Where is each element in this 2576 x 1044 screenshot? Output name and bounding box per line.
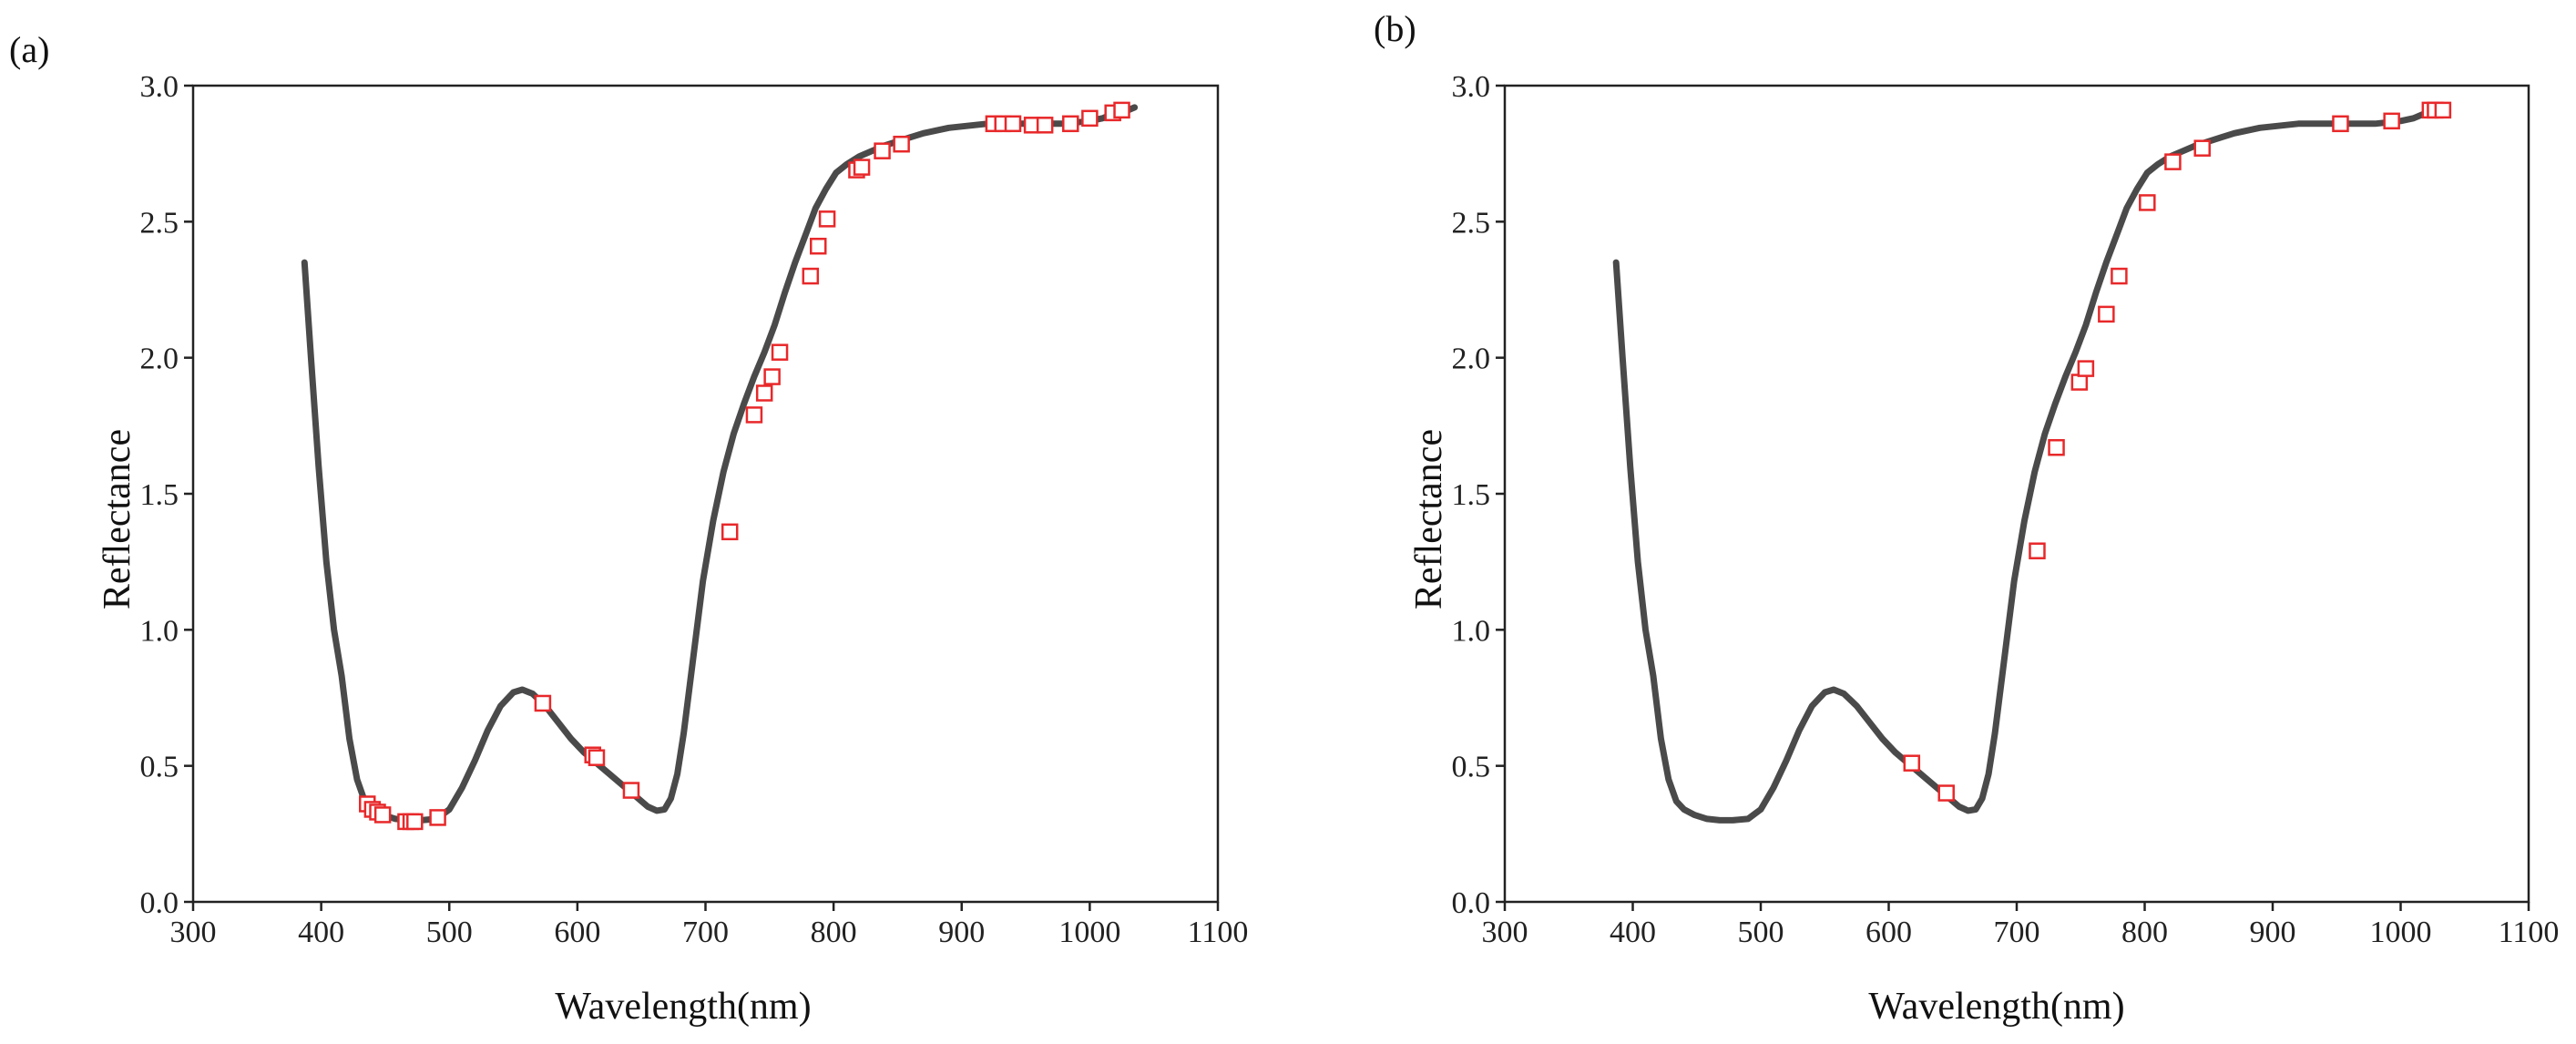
selected-band-marker — [2332, 115, 2349, 133]
selected-band-marker — [588, 749, 606, 766]
selected-band-marker — [1081, 109, 1099, 128]
x-tick-label: 600 — [554, 916, 600, 949]
y-tick-label: 0.5 — [1452, 751, 1491, 784]
x-tick-label: 700 — [1994, 916, 2040, 949]
selected-band-marker — [755, 384, 773, 402]
selected-band-marker — [1062, 115, 1079, 133]
selected-band-marker — [763, 368, 781, 385]
selected-band-marker — [1903, 754, 1921, 772]
y-tick-label: 0.5 — [140, 751, 179, 784]
plot-frame — [191, 84, 1220, 904]
x-tick-label: 400 — [1610, 916, 1656, 949]
y-tick-label: 3.0 — [1452, 70, 1491, 104]
y-tick-label: 1.0 — [1452, 614, 1491, 648]
y-tick-label: 3.0 — [140, 70, 179, 104]
selected-band-marker — [2048, 438, 2065, 456]
x-axis-title: Wavelength(nm) — [1868, 986, 2124, 1028]
selected-band-marker — [771, 343, 789, 361]
selected-band-marker — [818, 210, 836, 228]
y-tick-label: 1.5 — [1452, 478, 1491, 512]
y-tick-label: 0.0 — [140, 886, 179, 920]
x-tick-label: 1100 — [1188, 916, 1249, 949]
x-tick-label: 300 — [170, 916, 217, 949]
selected-band-marker — [2111, 267, 2128, 285]
panel-label: (b) — [1374, 8, 1416, 49]
selected-band-marker — [2139, 194, 2156, 211]
x-axis-title: Wavelength(nm) — [555, 986, 811, 1028]
panel-label: (a) — [9, 29, 49, 70]
x-tick-label: 400 — [298, 916, 344, 949]
y-tick-label: 2.5 — [1452, 206, 1491, 240]
x-tick-label: 500 — [1738, 916, 1784, 949]
selected-band-marker — [534, 694, 552, 712]
x-tick-label: 1100 — [2499, 916, 2560, 949]
selected-band-marker — [893, 135, 910, 153]
spectrum-line — [301, 104, 1139, 824]
x-tick-label: 900 — [2250, 916, 2296, 949]
selected-band-marker — [1036, 117, 1054, 134]
selected-band-marker — [2098, 305, 2115, 323]
x-tick-label: 800 — [2121, 916, 2168, 949]
x-tick-label: 300 — [1482, 916, 1528, 949]
x-tick-label: 700 — [682, 916, 729, 949]
y-axis-title: Reflectance — [97, 429, 138, 609]
chart-panel-a: (a) Wavelength(nm) Reflectance 300 400 500… — [9, 29, 1248, 1028]
selected-band-marker — [810, 237, 827, 255]
selected-band-marker — [406, 813, 424, 831]
y-tick-label: 2.5 — [140, 206, 179, 240]
selected-band-marker — [1113, 101, 1130, 119]
selected-band-marker — [853, 159, 871, 176]
selected-band-marker — [373, 806, 392, 824]
selected-band-marker — [802, 267, 820, 285]
x-tick-label: 500 — [426, 916, 473, 949]
x-tick-label: 1000 — [2370, 916, 2432, 949]
selected-band-marker — [2077, 360, 2095, 377]
x-tick-label: 900 — [938, 916, 985, 949]
selected-band-marker — [2029, 542, 2046, 559]
selected-band-marker — [622, 782, 640, 799]
y-tick-label: 0.0 — [1452, 886, 1491, 920]
y-tick-label: 1.0 — [140, 614, 179, 648]
selected-band-marker — [1004, 115, 1022, 133]
x-tick-label: 600 — [1866, 916, 1912, 949]
x-tick-label: 800 — [811, 916, 857, 949]
y-tick-label: 2.0 — [140, 343, 179, 376]
selected-band-marker — [1937, 784, 1955, 802]
y-tick-label: 2.0 — [1452, 343, 1491, 376]
selected-band-marker — [721, 523, 739, 541]
selected-band-marker — [2383, 112, 2400, 130]
y-tick-label: 1.5 — [140, 478, 179, 512]
spectrum-line — [1612, 104, 2449, 824]
selected-band-marker — [2434, 101, 2452, 119]
x-tick-label: 1000 — [1058, 916, 1120, 949]
selected-band-marker — [429, 809, 446, 826]
y-axis-title: Reflectance — [1408, 429, 1450, 609]
selected-band-marker — [2193, 139, 2211, 157]
selected-band-marker — [745, 406, 763, 424]
chart-panel-b: (b) Wavelength(nm) Reflectance 300 400 500… — [1374, 8, 2559, 1028]
selected-band-marker — [2070, 374, 2089, 391]
selected-band-marker — [874, 142, 891, 159]
plot-frame — [1503, 84, 2530, 904]
selected-band-marker — [2164, 153, 2182, 170]
